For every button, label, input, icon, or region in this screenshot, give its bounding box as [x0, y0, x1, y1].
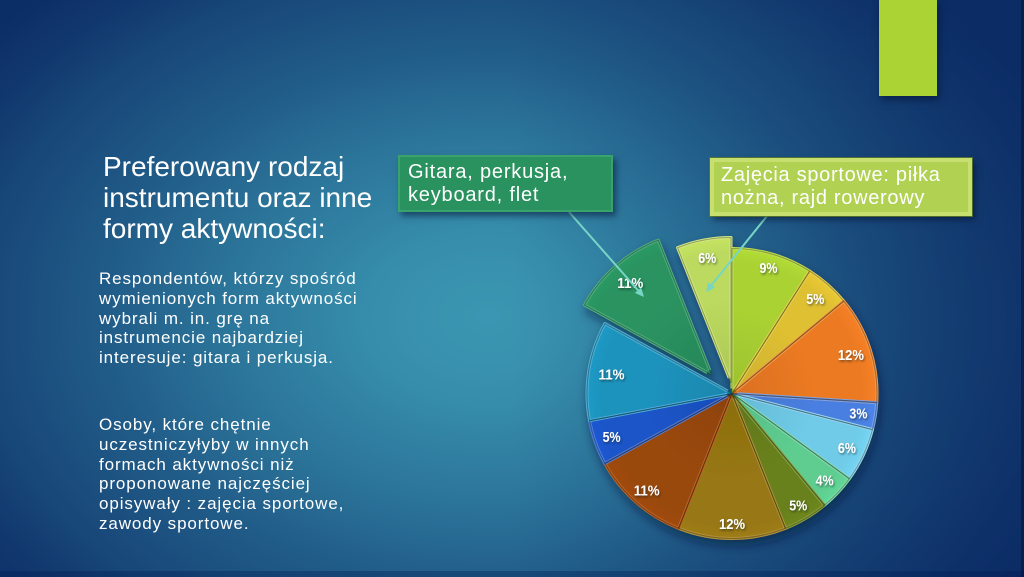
svg-text:11%: 11% [634, 483, 660, 500]
svg-text:3%: 3% [849, 406, 867, 423]
svg-text:5%: 5% [806, 291, 824, 308]
svg-text:6%: 6% [698, 250, 716, 267]
svg-text:12%: 12% [719, 516, 745, 533]
svg-text:5%: 5% [789, 498, 807, 515]
svg-text:11%: 11% [599, 367, 625, 384]
svg-text:4%: 4% [816, 473, 834, 490]
svg-text:9%: 9% [760, 260, 778, 277]
svg-text:6%: 6% [838, 440, 856, 457]
svg-text:12%: 12% [838, 347, 864, 364]
svg-text:5%: 5% [603, 429, 621, 446]
